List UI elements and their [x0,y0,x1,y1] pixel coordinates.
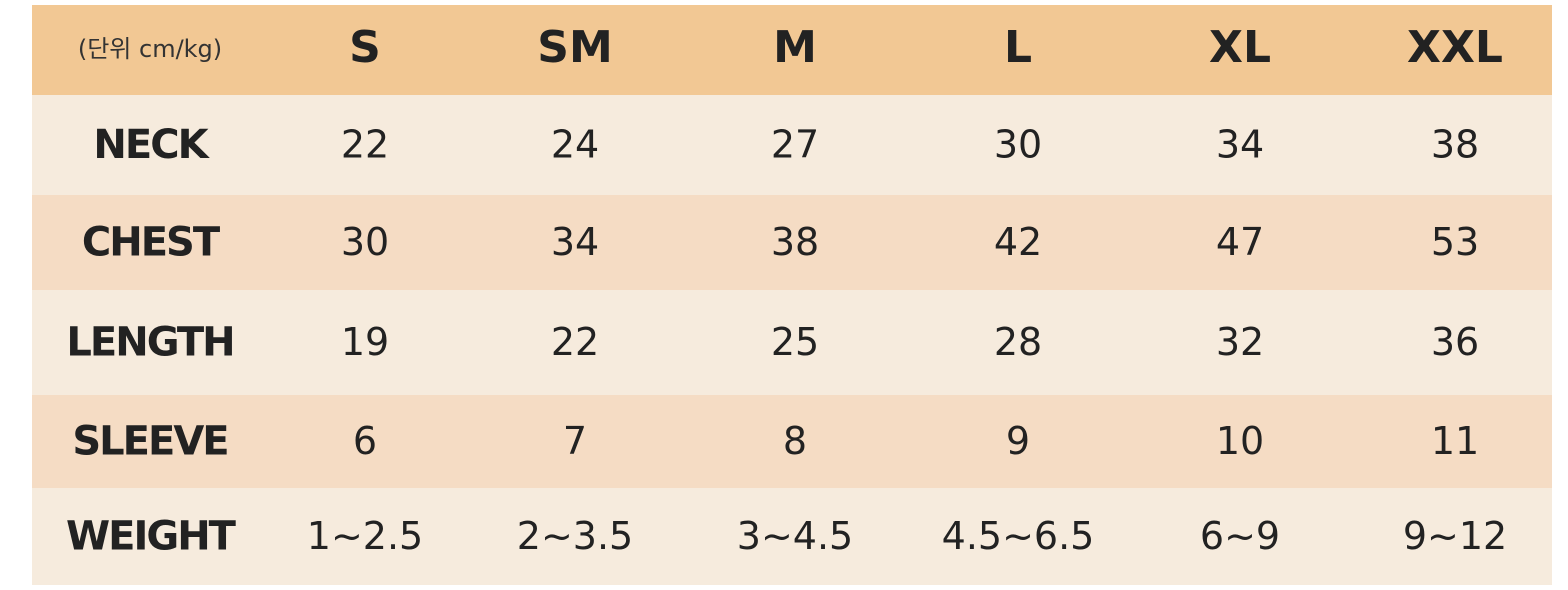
table-cell: 25 [771,320,819,364]
table-cell: 19 [341,320,389,364]
table-cell: 32 [1216,320,1264,364]
row-label: LENGTH [66,320,233,366]
table-cell: 7 [563,419,587,463]
row-label: CHEST [82,220,221,266]
table-cell: 6~9 [1200,514,1280,558]
table-cell: 47 [1216,220,1264,264]
table-cell: 2~3.5 [517,514,633,558]
row-label: NECK [93,122,210,168]
row-label: WEIGHT [66,514,237,560]
table-cell: 27 [771,123,819,167]
table-row [32,488,1552,585]
size-header: SM [537,22,612,73]
table-cell: 42 [994,220,1042,264]
size-header: XL [1209,22,1271,73]
table-row [32,290,1552,395]
table-row [32,395,1552,488]
table-cell: 36 [1431,320,1479,364]
table-cell: 8 [783,419,807,463]
table-cell: 4.5~6.5 [942,514,1095,558]
table-cell: 38 [771,220,819,264]
table-cell: 11 [1431,419,1479,463]
size-header: S [349,22,381,73]
size-header: M [773,22,817,73]
table-row [32,95,1552,195]
table-cell: 30 [994,123,1042,167]
table-cell: 30 [341,220,389,264]
size-header: XXL [1407,22,1503,73]
row-label: SLEEVE [72,419,227,465]
table-cell: 1~2.5 [307,514,423,558]
table-cell: 22 [341,123,389,167]
table-cell: 34 [551,220,599,264]
table-cell: 38 [1431,123,1479,167]
table-cell: 24 [551,123,599,167]
table-cell: 34 [1216,123,1264,167]
size-header: L [1004,22,1032,73]
header-row [32,5,1552,95]
unit-label: (단위 cm/kg) [78,35,222,63]
table-cell: 3~4.5 [737,514,853,558]
table-cell: 10 [1216,419,1264,463]
table-cell: 53 [1431,220,1479,264]
table-cell: 28 [994,320,1042,364]
table-cell: 9 [1006,419,1030,463]
table-row [32,195,1552,290]
table-cell: 6 [353,419,377,463]
table-cell: 22 [551,320,599,364]
table-cell: 9~12 [1403,514,1507,558]
